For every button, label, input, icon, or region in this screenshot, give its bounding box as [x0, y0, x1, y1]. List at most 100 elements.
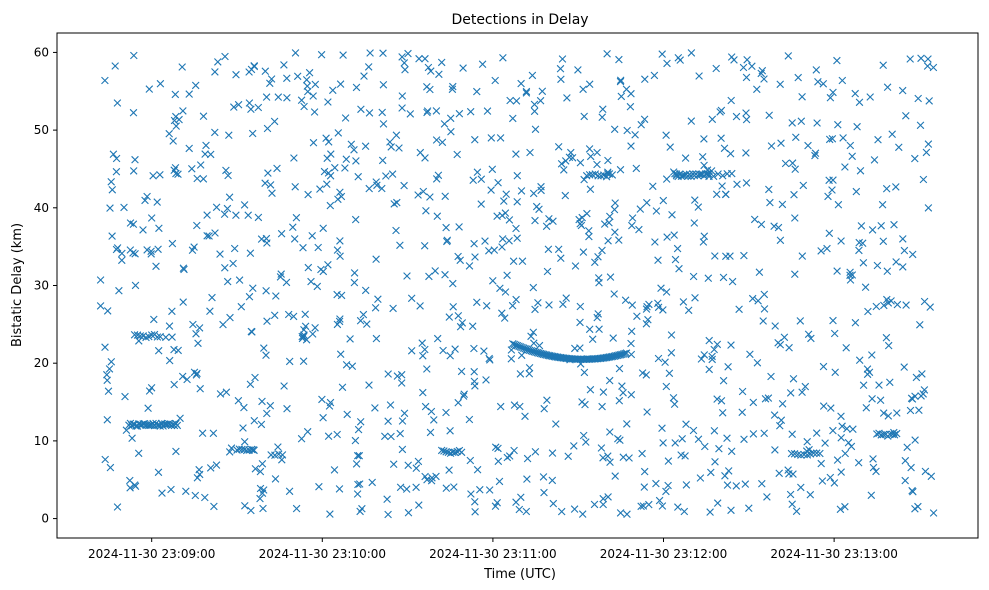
- data-point: [354, 480, 362, 489]
- data-point: [830, 329, 839, 338]
- data-point: [739, 63, 748, 72]
- data-point: [687, 117, 696, 125]
- data-point: [632, 164, 641, 173]
- data-point: [903, 443, 911, 452]
- data-point: [147, 384, 156, 392]
- data-point: [262, 351, 270, 359]
- data-point: [468, 322, 477, 330]
- data-point: [260, 344, 268, 352]
- data-point: [423, 108, 431, 117]
- data-point: [234, 100, 243, 109]
- data-point: [767, 142, 776, 150]
- data-point: [336, 237, 344, 245]
- data-point: [652, 479, 660, 488]
- data-point: [568, 154, 577, 162]
- data-point: [341, 164, 349, 172]
- data-point: [623, 126, 631, 135]
- data-point: [481, 237, 489, 245]
- data-point: [270, 311, 279, 320]
- data-point: [350, 278, 359, 287]
- data-point: [690, 219, 699, 227]
- data-point: [548, 449, 557, 457]
- data-point: [480, 347, 488, 355]
- data-point: [730, 56, 738, 64]
- data-point: [606, 212, 614, 221]
- data-point: [597, 444, 606, 452]
- data-point: [154, 346, 163, 355]
- data-point: [726, 252, 734, 260]
- data-point: [924, 204, 933, 212]
- data-point: [190, 368, 199, 377]
- data-point: [855, 356, 864, 364]
- data-point: [280, 382, 288, 390]
- data-point: [465, 415, 474, 424]
- data-point: [383, 495, 391, 503]
- data-point: [106, 204, 114, 212]
- data-point: [319, 413, 327, 422]
- data-point: [876, 396, 885, 404]
- data-point: [299, 243, 307, 252]
- data-point: [471, 508, 479, 516]
- data-point: [430, 416, 438, 424]
- data-point: [610, 205, 619, 214]
- data-point: [869, 455, 877, 463]
- data-point: [603, 50, 611, 58]
- data-point: [600, 220, 609, 228]
- data-point: [651, 238, 659, 246]
- data-point: [615, 364, 624, 373]
- data-point: [129, 167, 138, 175]
- data-point: [522, 507, 531, 516]
- data-point: [838, 422, 846, 430]
- data-point: [473, 87, 481, 96]
- data-point: [809, 449, 818, 457]
- data-point: [129, 108, 138, 117]
- data-point: [496, 284, 504, 293]
- data-point: [322, 134, 330, 142]
- data-point: [884, 341, 893, 350]
- data-point: [282, 278, 291, 287]
- data-point: [254, 103, 263, 112]
- data-point: [797, 483, 805, 492]
- data-point: [825, 229, 834, 238]
- data-point: [154, 468, 163, 477]
- data-point: [318, 395, 326, 404]
- data-point: [258, 397, 266, 406]
- data-point: [643, 198, 651, 207]
- data-point: [120, 203, 128, 212]
- data-point: [911, 505, 919, 513]
- data-point: [259, 486, 268, 494]
- data-point: [234, 396, 243, 405]
- data-point: [262, 287, 270, 295]
- data-point: [658, 502, 667, 510]
- data-point: [598, 402, 606, 411]
- data-point: [476, 485, 484, 494]
- data-point: [639, 502, 648, 510]
- data-point: [640, 467, 649, 476]
- data-point: [698, 153, 707, 161]
- data-point: [757, 220, 766, 229]
- data-point: [892, 429, 901, 438]
- data-point: [396, 429, 404, 438]
- data-point: [326, 510, 334, 518]
- data-point: [134, 449, 143, 458]
- data-point: [754, 297, 762, 305]
- data-point: [879, 409, 888, 417]
- data-point: [748, 62, 756, 70]
- data-point: [363, 320, 371, 328]
- data-point: [507, 355, 516, 363]
- data-point: [324, 138, 333, 146]
- data-point: [128, 434, 136, 442]
- data-point: [254, 213, 263, 222]
- data-point: [700, 351, 709, 359]
- data-point: [543, 267, 552, 276]
- data-point: [352, 460, 361, 468]
- data-point: [220, 210, 229, 218]
- data-point: [732, 482, 741, 490]
- data-point: [189, 320, 197, 329]
- data-point: [493, 498, 501, 507]
- data-point: [713, 395, 721, 403]
- data-point: [623, 420, 631, 428]
- data-point: [326, 201, 335, 210]
- data-point: [297, 96, 306, 104]
- data-point: [261, 179, 269, 187]
